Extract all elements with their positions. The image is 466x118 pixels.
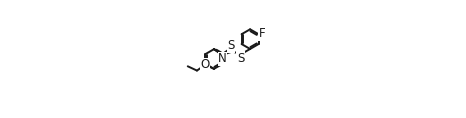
Text: F: F: [259, 27, 265, 40]
Text: O: O: [201, 58, 210, 71]
Text: N: N: [218, 53, 227, 65]
Text: S: S: [237, 52, 245, 65]
Text: S: S: [227, 39, 235, 52]
